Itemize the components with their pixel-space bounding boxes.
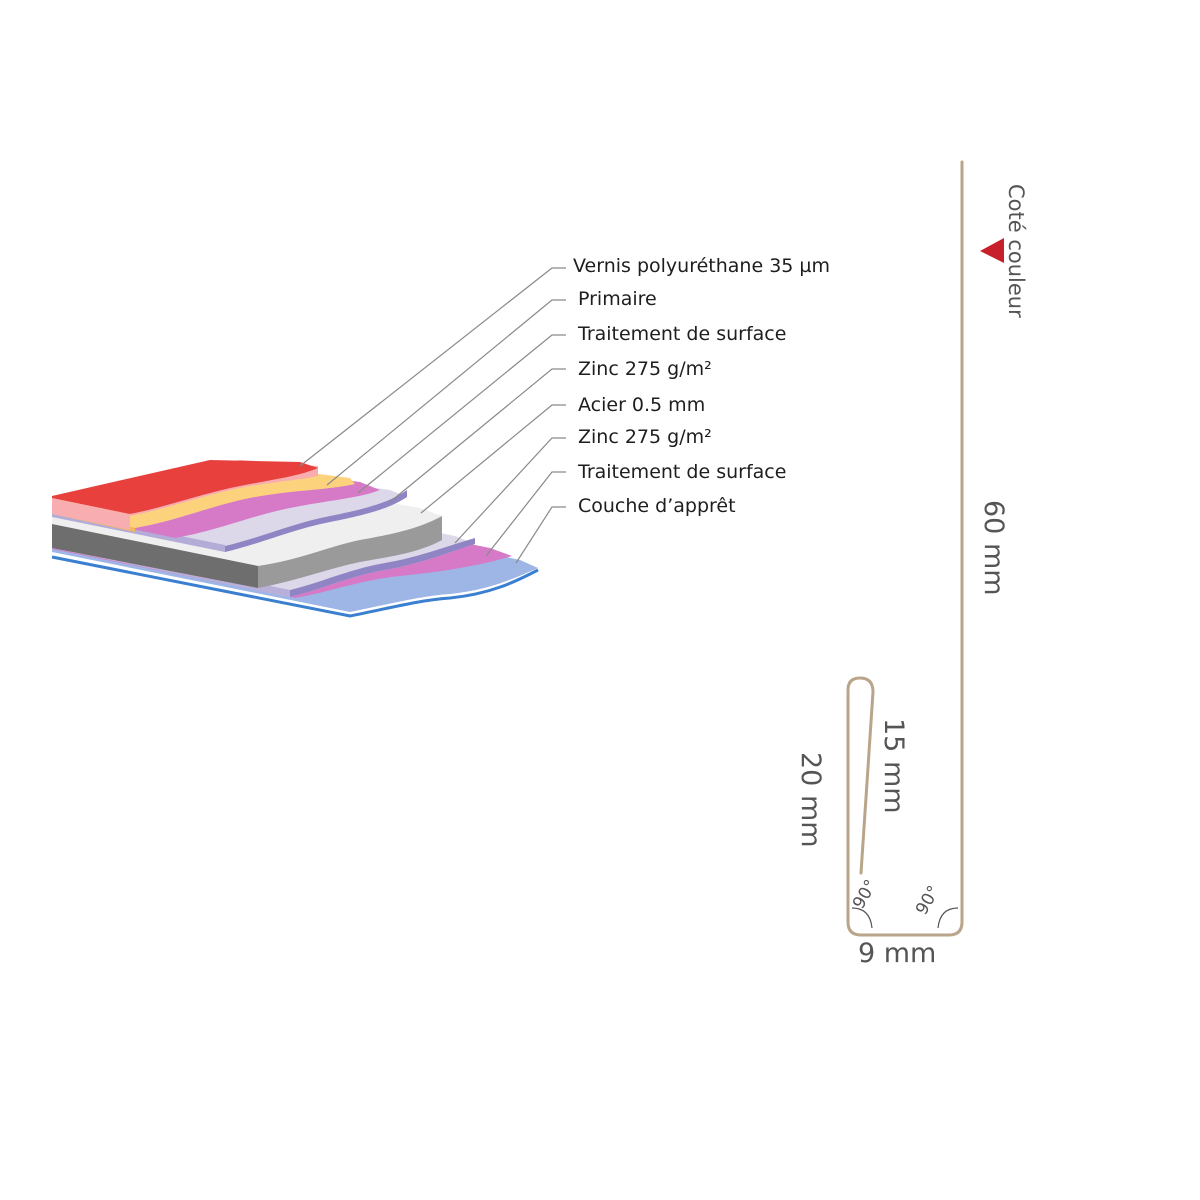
color-side-marker-icon: [980, 238, 1004, 263]
height-dimension: 60 mm: [978, 500, 1009, 596]
layer-label: Acier 0.5 mm: [578, 394, 705, 416]
profile-drawing: [846, 160, 964, 937]
leader-line: [485, 471, 566, 557]
leader-lines: [299, 267, 566, 564]
angle-left-label: 90°: [849, 876, 881, 912]
angle-right-label: 90°: [912, 882, 944, 918]
base-dimension: 9 mm: [858, 938, 936, 969]
profile-outline: [846, 160, 964, 937]
angle-arrows: [851, 907, 959, 929]
layer-label: Couche d’apprêt: [578, 495, 736, 517]
layer-labels: Vernis polyuréthane 35 µm Primaire Trait…: [573, 255, 830, 517]
leader-line: [420, 404, 566, 514]
layer-zinc-bottom-edge: [290, 538, 475, 597]
leader-line: [454, 437, 566, 544]
layer-acier-face: [52, 524, 258, 588]
layer-label: Zinc 275 g/m²: [578, 358, 712, 380]
leader-line: [357, 334, 566, 494]
layer-label: Traitement de surface: [577, 323, 786, 345]
layer-bottom-edge: [51, 555, 539, 618]
layer-stack-illustration: [51, 460, 539, 618]
layer-label: Traitement de surface: [577, 461, 786, 483]
angle-arrow-right: [937, 907, 959, 929]
layer-label: Primaire: [578, 288, 657, 310]
hem-dimension: 15 mm: [878, 718, 909, 814]
layer-label: Vernis polyuréthane 35 µm: [573, 255, 830, 277]
angle-arrow-left: [851, 907, 873, 929]
leader-line: [299, 267, 566, 467]
layer-pink-face: [52, 498, 130, 530]
leader-line: [326, 299, 566, 486]
leader-line: [389, 368, 566, 503]
return-dimension: 20 mm: [795, 752, 826, 848]
layer-acier-edge: [258, 516, 442, 588]
layer-zinc-top-edge: [225, 490, 407, 552]
layer-label: Zinc 275 g/m²: [578, 426, 712, 448]
layer-vernis: [52, 460, 318, 514]
color-side-label: Coté couleur: [1004, 184, 1028, 318]
leader-line: [515, 506, 566, 564]
